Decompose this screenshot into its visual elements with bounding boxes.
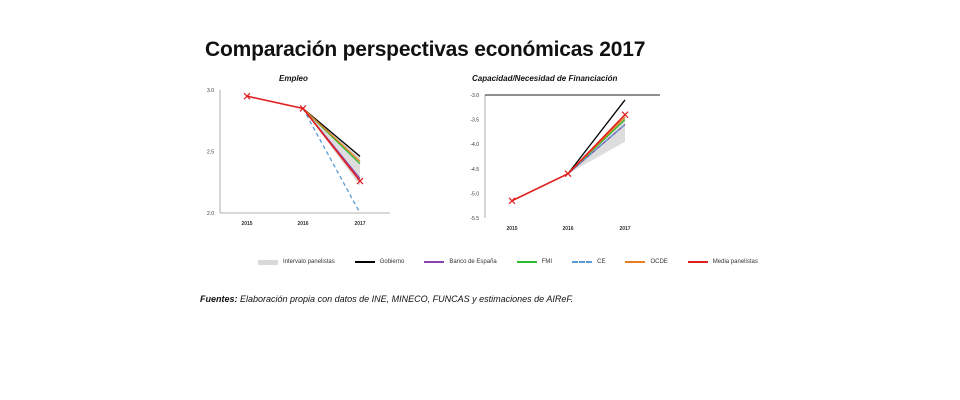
y-tick-label: -4.5 (470, 167, 479, 173)
series-point-media-panelistas (356, 177, 364, 185)
series-line-ce (302, 108, 361, 214)
chart-title-empleo: Empleo (279, 74, 308, 83)
legend-swatch (354, 261, 375, 263)
legend-label: Intervalo panelistas (283, 259, 335, 265)
employment-chart: 3.0 2.5 2.0 2015 2016 2017 (207, 88, 390, 227)
legend-item-fmi: FMI (516, 259, 553, 265)
x-tick-label: 2016 (297, 221, 308, 227)
legend-label: Banco de España (449, 259, 497, 265)
legend-swatch (516, 261, 537, 263)
legend-label: Media panelistas (712, 259, 758, 265)
legend-item-gobierno: Gobierno (354, 259, 405, 265)
x-tick-label: 2015 (506, 226, 517, 232)
legend-swatch (687, 261, 708, 263)
sources-text: Elaboración propia con datos de INE, MIN… (237, 294, 574, 304)
legend-label: OCDE (650, 259, 668, 265)
legend-swatch (625, 261, 646, 263)
legend-swatch (572, 261, 593, 263)
y-tick-label: 2.0 (207, 211, 214, 217)
legend-item-media-panelistas: Media panelistas (687, 259, 758, 265)
series-point-media-panelistas (299, 105, 307, 112)
series-line-gobierno (567, 99, 626, 175)
y-tick-label: -5.0 (470, 191, 479, 197)
series-line-ocde (302, 107, 361, 162)
legend-swatch (424, 261, 445, 263)
y-tick-label: 2.5 (207, 150, 214, 156)
series-line-media-panelistas (511, 114, 626, 202)
legend-label: CE (597, 259, 606, 265)
y-tick-label: -3.5 (470, 118, 479, 124)
chart-title-financiacion: Capacidad/Necesidad de Financiación (472, 74, 618, 83)
legend-item-ocde: OCDE (625, 259, 668, 265)
legend-item-ce: CE (572, 259, 605, 265)
y-tick-label: -5.5 (470, 216, 479, 222)
financing-chart: -3.0 -3.5 -4.0 -4.5 -5.0 -5.5 2015 2016 2017 (470, 93, 660, 232)
legend-label: Gobierno (379, 259, 405, 265)
y-tick-label: -4.0 (470, 142, 479, 148)
y-tick-label: -3.0 (470, 93, 479, 99)
series-point-media-panelistas (243, 92, 251, 100)
legend-label: FMI (541, 259, 553, 265)
page-title: Comparación perspectivas económicas 2017 (205, 38, 646, 61)
x-tick-label: 2016 (562, 226, 573, 232)
x-tick-label: 2015 (241, 221, 252, 227)
legend-item-intervalo-panelistas: Intervalo panelistas (258, 259, 335, 265)
legend-item-banco-de-espa-a: Banco de España (424, 259, 497, 265)
series-line-ce (567, 124, 626, 175)
legend: Intervalo panelistas Gobierno Banco de Esp… (258, 259, 778, 265)
series-point-media-panelistas (508, 197, 516, 205)
sources-label: Fuentes: (200, 294, 238, 304)
y-tick-label: 3.0 (207, 88, 214, 94)
legend-swatch (258, 259, 278, 265)
x-tick-label: 2017 (619, 226, 630, 232)
series-point-media-panelistas (621, 111, 629, 119)
sources-note: Fuentes: Elaboración propia con datos de… (200, 294, 573, 304)
series-point-media-panelistas (564, 170, 572, 178)
x-tick-label: 2017 (354, 221, 365, 227)
